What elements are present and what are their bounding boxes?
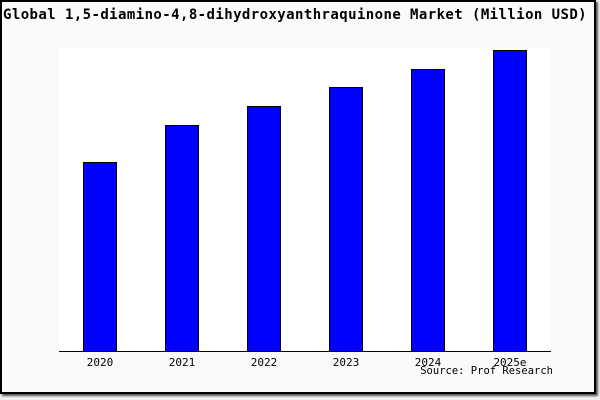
bar-2024 <box>411 69 445 351</box>
bar-2020 <box>83 162 117 351</box>
bar-2023 <box>329 87 363 351</box>
bar-slot <box>141 125 223 351</box>
x-axis-labels: 2020 2021 2022 2023 2024 2025e <box>59 356 551 369</box>
source-note: Source: Prof Research <box>420 365 553 377</box>
x-tick-label-2022: 2022 <box>250 356 278 369</box>
bars-layer <box>59 48 551 351</box>
x-tick-label-2025e: 2025e <box>493 356 527 369</box>
chart-title: Global 1,5-diamino-4,8-dihydroxyanthraqu… <box>3 7 588 23</box>
x-tick-label-2020: 2020 <box>86 356 114 369</box>
bar-2022 <box>247 106 281 351</box>
bar-2021 <box>165 125 199 351</box>
chart-panel: Global 1,5-diamino-4,8-dihydroxyanthraqu… <box>0 0 596 394</box>
bar-slot <box>305 87 387 351</box>
bar-slot <box>387 69 469 351</box>
bar-2025e <box>493 50 527 351</box>
plot-area <box>59 48 551 352</box>
x-tick-label-2021: 2021 <box>168 356 196 369</box>
bar-slot <box>59 162 141 351</box>
x-tick-label-2023: 2023 <box>332 356 360 369</box>
bar-slot <box>469 50 551 351</box>
x-tick-label-2024: 2024 <box>414 356 442 369</box>
bar-slot <box>223 106 305 351</box>
